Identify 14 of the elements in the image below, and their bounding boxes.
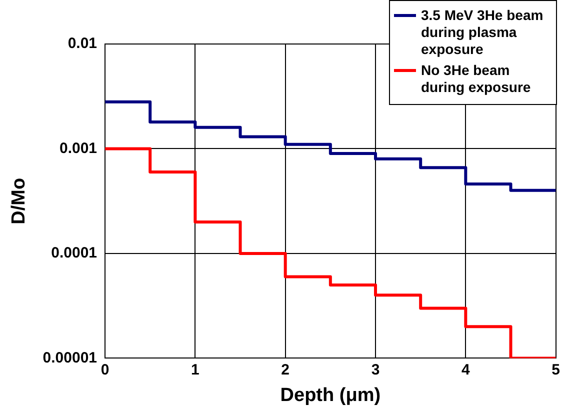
x-axis-title: Depth (μm) [280, 384, 381, 406]
y-tick-label: 0.0001 [51, 244, 98, 262]
y-tick-label: 0.00001 [42, 349, 98, 366]
y-axis-title: D/Mo [8, 178, 30, 224]
legend-label: 3.5 MeV 3He beam during plasma exposure [421, 7, 544, 58]
x-tick-label: 5 [552, 361, 560, 378]
x-tick-label: 3 [371, 361, 380, 378]
y-tick-label: 0.001 [59, 140, 98, 157]
legend-label: No 3He beam during exposure [421, 62, 532, 96]
x-tick-label: 1 [191, 361, 200, 378]
x-tick-label: 4 [461, 361, 470, 378]
x-tick-label: 0 [100, 361, 110, 378]
x-tick-label: 2 [281, 361, 290, 378]
y-tick-label: 0.01 [68, 35, 98, 52]
